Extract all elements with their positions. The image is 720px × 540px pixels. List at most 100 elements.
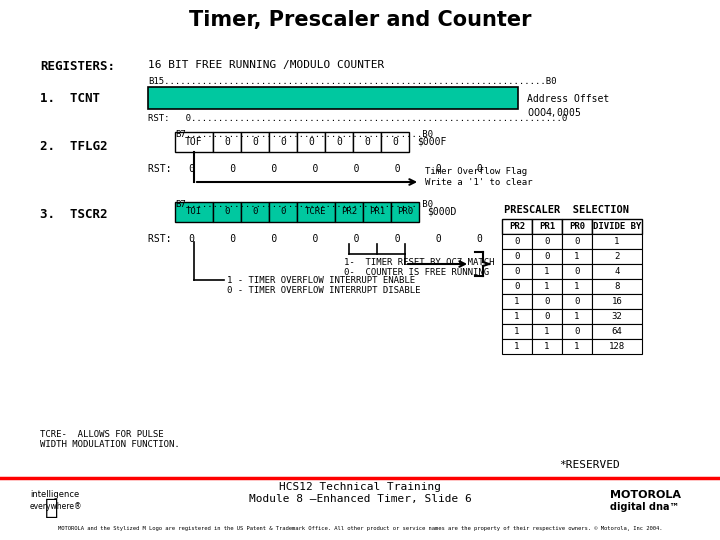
Text: 0: 0 <box>544 312 549 321</box>
Text: MOTOROLA: MOTOROLA <box>610 490 681 500</box>
Bar <box>562 264 592 279</box>
Bar <box>148 87 518 109</box>
Text: HCS12 Technical Training
Module 8 –Enhanced Timer, Slide 6: HCS12 Technical Training Module 8 –Enhan… <box>248 482 472 504</box>
Bar <box>175 202 213 222</box>
Bar <box>592 264 642 279</box>
Bar <box>532 279 562 294</box>
Text: 0: 0 <box>575 297 580 306</box>
Text: 1.  TCNT: 1. TCNT <box>40 92 100 105</box>
Text: TCRE: TCRE <box>305 207 327 217</box>
Text: 1: 1 <box>575 312 580 321</box>
Bar <box>502 249 532 264</box>
Text: PR0: PR0 <box>397 207 413 217</box>
Bar <box>175 132 213 152</box>
Text: 1: 1 <box>544 327 549 336</box>
Bar <box>562 234 592 249</box>
Bar <box>532 234 562 249</box>
Text: 1: 1 <box>544 282 549 291</box>
Bar <box>297 132 325 152</box>
Text: PR2: PR2 <box>341 207 357 217</box>
Text: B15.......................................................................B0: B15.....................................… <box>148 77 557 86</box>
Bar <box>502 339 532 354</box>
Text: PR1: PR1 <box>369 207 385 217</box>
Bar <box>391 202 419 222</box>
Text: 0: 0 <box>336 137 342 147</box>
Bar <box>502 264 532 279</box>
Text: 1-  TIMER RESET BY OC7 MATCH
0-  COUNTER IS FREE RUNNING: 1- TIMER RESET BY OC7 MATCH 0- COUNTER I… <box>344 258 495 278</box>
Text: 16: 16 <box>611 297 622 306</box>
Bar <box>269 132 297 152</box>
Text: TOI: TOI <box>186 207 202 217</box>
Bar <box>532 264 562 279</box>
Text: 2: 2 <box>614 252 620 261</box>
Text: digital dna™: digital dna™ <box>610 502 679 512</box>
Bar <box>592 294 642 309</box>
Text: PR1: PR1 <box>539 222 555 231</box>
Text: 1: 1 <box>614 237 620 246</box>
Bar <box>532 249 562 264</box>
Text: 0: 0 <box>575 237 580 246</box>
Text: 0: 0 <box>514 267 520 276</box>
Text: 0: 0 <box>575 327 580 336</box>
Text: RST:   0.....................................................................0: RST: 0..................................… <box>148 114 567 123</box>
Bar <box>562 339 592 354</box>
Text: PR0: PR0 <box>569 222 585 231</box>
Bar <box>502 294 532 309</box>
Text: 0: 0 <box>544 297 549 306</box>
Text: 0: 0 <box>225 207 230 217</box>
Bar <box>325 132 353 152</box>
Bar <box>213 132 241 152</box>
Bar <box>532 324 562 339</box>
Bar <box>562 324 592 339</box>
Bar <box>363 202 391 222</box>
Text: $000D: $000D <box>427 207 456 217</box>
Bar <box>592 219 642 234</box>
Text: 0: 0 <box>364 137 370 147</box>
Bar <box>592 249 642 264</box>
Text: intelligence: intelligence <box>30 490 79 499</box>
Text: 0: 0 <box>252 137 258 147</box>
Text: 0: 0 <box>514 237 520 246</box>
Text: 1: 1 <box>514 297 520 306</box>
Bar <box>592 324 642 339</box>
Text: TOF: TOF <box>185 137 203 147</box>
Text: Ⓜ: Ⓜ <box>45 498 59 518</box>
Text: 0: 0 <box>280 137 286 147</box>
Bar <box>241 202 269 222</box>
Bar <box>562 279 592 294</box>
Bar <box>335 202 363 222</box>
Text: 4: 4 <box>614 267 620 276</box>
Text: 1 - TIMER OVERFLOW INTERRUPT ENABLE: 1 - TIMER OVERFLOW INTERRUPT ENABLE <box>227 276 415 285</box>
Text: 1: 1 <box>544 267 549 276</box>
Text: Timer Overflow Flag
Write a '1' to clear: Timer Overflow Flag Write a '1' to clear <box>425 167 533 187</box>
Bar <box>502 324 532 339</box>
Bar <box>241 132 269 152</box>
Bar <box>532 339 562 354</box>
Bar <box>297 202 335 222</box>
Text: 0: 0 <box>280 207 286 217</box>
Text: B7............................................B0: B7......................................… <box>175 130 433 139</box>
Bar <box>562 294 592 309</box>
Text: 1: 1 <box>514 312 520 321</box>
Text: 64: 64 <box>611 327 622 336</box>
Text: DIVIDE BY: DIVIDE BY <box>593 222 642 231</box>
Bar <box>592 309 642 324</box>
Text: 1: 1 <box>514 327 520 336</box>
Bar <box>353 132 381 152</box>
Text: 0: 0 <box>224 137 230 147</box>
Bar <box>592 234 642 249</box>
Bar <box>532 309 562 324</box>
Text: 1: 1 <box>544 342 549 351</box>
Text: REGISTERS:: REGISTERS: <box>40 60 115 73</box>
Text: 1: 1 <box>514 342 520 351</box>
Text: $000F: $000F <box>417 137 446 147</box>
Text: 0: 0 <box>252 207 258 217</box>
Bar <box>562 249 592 264</box>
Text: 0: 0 <box>392 137 398 147</box>
Text: 1: 1 <box>575 282 580 291</box>
Text: 128: 128 <box>609 342 625 351</box>
Bar <box>562 219 592 234</box>
Text: 0 - TIMER OVERFLOW INTERRUPT DISABLE: 0 - TIMER OVERFLOW INTERRUPT DISABLE <box>227 286 420 295</box>
Text: 0: 0 <box>514 282 520 291</box>
Text: Timer, Prescaler and Counter: Timer, Prescaler and Counter <box>189 10 531 30</box>
